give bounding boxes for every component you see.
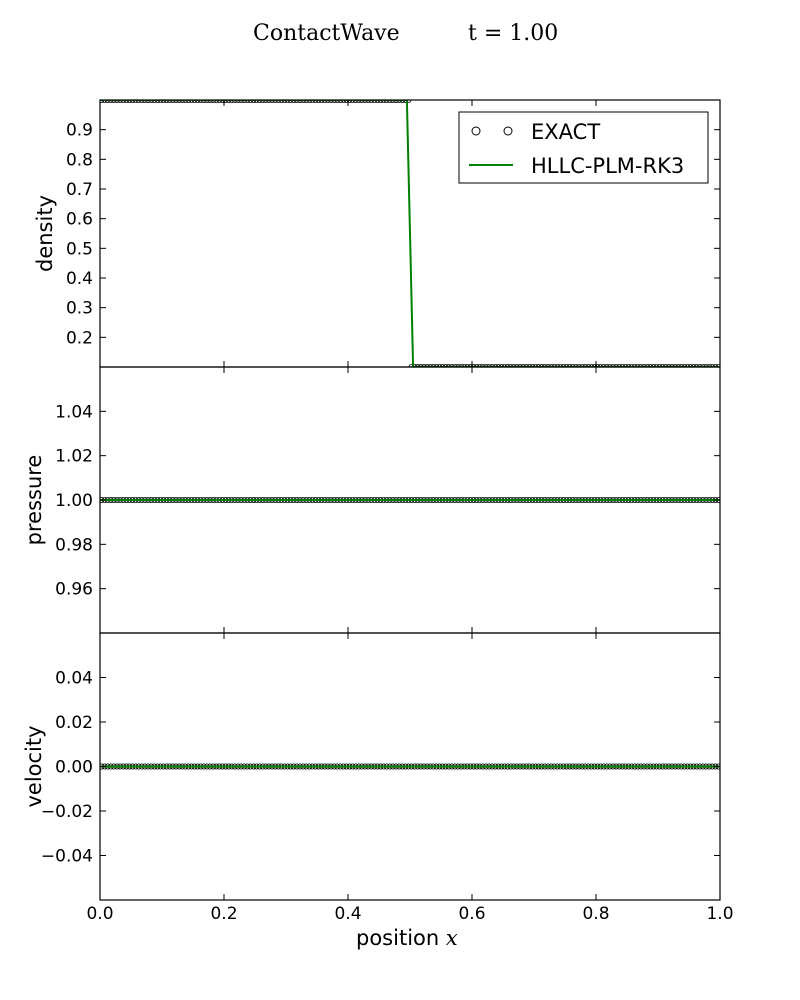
legend-marker-exact — [471, 126, 481, 136]
legend-marker-exact — [503, 126, 513, 136]
y-tick-label: 1.00 — [55, 491, 93, 511]
legend-label-exact: EXACT — [531, 120, 600, 144]
y-tick-label: 0.96 — [55, 580, 93, 600]
y-tick-label: 0.7 — [66, 180, 93, 200]
panel-density: 0.2 0.3 0.4 0.5 0.6 0.7 0.8 0.9 density EXACT HLLC… — [33, 99, 721, 368]
series-line-hllc-plm-rk3 — [100, 100, 720, 367]
x-tick-label: 0.2 — [210, 904, 237, 924]
y-tick-label: 0.9 — [66, 121, 93, 141]
legend-box — [458, 111, 709, 184]
legend: EXACT HLLC-PLM-RK3 — [458, 111, 709, 184]
y-tick-label: 0.6 — [66, 210, 93, 230]
y-tick-label: 0.02 — [55, 713, 93, 733]
panel-velocity: −0.04 −0.02 0.00 0.02 0.04 0.0 0.2 0.4 0.6 0.8 1.0… — [22, 632, 734, 924]
y-tick-label: 0.5 — [66, 239, 93, 259]
y-tick-label: 0.98 — [55, 535, 93, 555]
y-tick-label: −0.04 — [41, 847, 93, 867]
y-tick-label: 0.8 — [66, 150, 93, 170]
plot-area — [100, 496, 720, 503]
x-tick-label: 0.8 — [582, 904, 609, 924]
y-tick-label: 1.04 — [55, 402, 93, 422]
x-tick-label: 0.4 — [334, 904, 361, 924]
y-axis-label: pressure — [22, 455, 46, 546]
figure-title-name: ContactWave — [253, 21, 400, 46]
plot-area — [100, 763, 720, 770]
x-tick-label: 1.0 — [706, 904, 733, 924]
x-tick-label: 0.6 — [458, 904, 485, 924]
panel-pressure: 0.96 0.98 1.00 1.02 1.04 pressure — [22, 366, 721, 634]
y-tick-label: 0.04 — [55, 669, 93, 689]
legend-label-hllc: HLLC-PLM-RK3 — [531, 154, 684, 178]
y-tick-label: 1.02 — [55, 447, 93, 467]
y-axis-label: density — [33, 195, 57, 272]
x-axis-label: position x — [356, 926, 458, 950]
y-tick-label: 0.00 — [55, 758, 93, 778]
y-tick-label: 0.2 — [66, 328, 93, 348]
y-tick-label: 0.3 — [66, 299, 93, 319]
y-axis-label: velocity — [22, 725, 46, 807]
figure-title-time: t = 1.00 — [468, 21, 558, 46]
y-tick-label: 0.4 — [66, 269, 93, 289]
y-tick-label: −0.02 — [41, 802, 93, 822]
x-tick-label: 0.0 — [86, 904, 113, 924]
